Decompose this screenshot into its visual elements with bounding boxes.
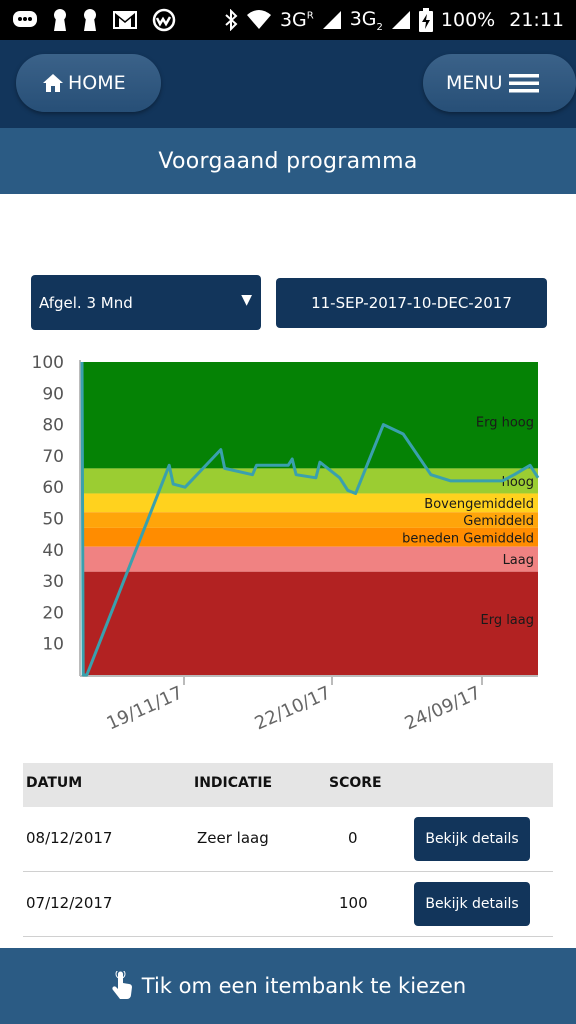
chat-icon <box>13 11 37 27</box>
x-tick-label: 24/09/17 <box>402 682 484 734</box>
col-header-score: SCORE <box>329 775 382 791</box>
x-tick-label: 19/11/17 <box>104 682 186 734</box>
table-row: 07/12/2017 100 Bekijk details <box>23 872 553 937</box>
band-bovengemiddeld <box>82 493 538 513</box>
y-tick-label: 20 <box>42 603 64 623</box>
network-type-2: 3G2 <box>349 7 383 33</box>
page-title: Voorgaand programma <box>158 148 418 174</box>
band-label: Laag <box>503 553 534 568</box>
wifi-icon <box>246 9 271 29</box>
filter-controls: Afgel. 3 Mnd ▼ 11-SEP-2017-10-DEC-2017 <box>0 275 576 331</box>
signal-icon <box>391 10 410 29</box>
col-header-indicatie: INDICATIE <box>194 775 273 791</box>
band-label: Erg hoog <box>476 416 534 431</box>
results-table: DATUM INDICATIE SCORE 08/12/2017 Zeer la… <box>23 763 553 937</box>
bluetooth-icon <box>225 8 238 31</box>
hamburger-icon <box>508 74 539 93</box>
table-header: DATUM INDICATIE SCORE <box>23 763 553 807</box>
menu-button[interactable]: MENU <box>423 54 576 112</box>
date-range-button[interactable]: 11-SEP-2017-10-DEC-2017 <box>276 278 547 328</box>
app-header: HOME MENU <box>0 40 576 128</box>
band-label: beneden Gemiddeld <box>402 531 534 546</box>
home-button[interactable]: HOME <box>16 54 161 112</box>
band-erg-hoog <box>82 362 538 469</box>
clock: 21:11 <box>509 8 564 31</box>
home-icon <box>43 74 63 92</box>
table-row: 08/12/2017 Zeer laag 0 Bekijk details <box>23 807 553 872</box>
home-label: HOME <box>68 72 126 94</box>
y-tick-label: 40 <box>42 541 64 561</box>
view-details-button[interactable]: Bekijk details <box>414 817 530 861</box>
tap-hand-icon <box>112 971 132 999</box>
y-tick-label: 80 <box>42 416 64 436</box>
band-label: Gemiddeld <box>463 514 534 529</box>
band-laag <box>82 546 538 572</box>
score-chart: Erg hoog hoog Bovengemiddeld Gemiddeld bened… <box>0 345 576 745</box>
band-label: Bovengemiddeld <box>424 497 534 512</box>
score-chart-svg: Erg hooghoogBovengemiddeldGemiddeldbened… <box>32 353 540 734</box>
app-icon <box>152 8 176 32</box>
status-bar: 3GR 3G2 100% 21:11 <box>0 0 576 40</box>
battery-percent: 100% <box>440 8 496 31</box>
view-details-button[interactable]: Bekijk details <box>414 882 530 926</box>
page-title-bar: Voorgaand programma <box>0 128 576 194</box>
band-gemiddeld <box>82 512 538 528</box>
row-datum: 07/12/2017 <box>26 894 113 912</box>
col-header-datum: DATUM <box>26 775 83 791</box>
gmail-icon <box>113 11 137 29</box>
y-tick-label: 60 <box>42 478 64 498</box>
row-score: 0 <box>348 829 358 847</box>
itembank-footer-button[interactable]: Tik om een itembank te kiezen <box>0 948 576 1024</box>
y-tick-label: 30 <box>42 572 64 592</box>
date-range-value: 11-SEP-2017-10-DEC-2017 <box>311 294 512 312</box>
footer-label: Tik om een itembank te kiezen <box>141 974 467 998</box>
dropdown-arrow-icon: ▼ <box>241 292 252 308</box>
keyhole-icon <box>84 9 96 31</box>
row-indicatie: Zeer laag <box>197 829 269 847</box>
system-status: 3GR 3G2 100% 21:11 <box>224 7 564 33</box>
band-beneden-gemiddeld <box>82 527 538 547</box>
y-tick-label: 90 <box>42 384 64 404</box>
row-score: 100 <box>339 894 368 912</box>
signal-icon <box>322 10 341 29</box>
row-datum: 08/12/2017 <box>26 829 113 847</box>
notification-icons <box>12 8 176 32</box>
keyhole-icon <box>54 9 66 31</box>
band-erg-laag <box>82 571 538 675</box>
network-type-1: 3GR <box>279 8 314 31</box>
score-series-line <box>80 361 540 677</box>
period-select-value: Afgel. 3 Mnd <box>39 293 133 312</box>
y-tick-label: 50 <box>42 510 64 530</box>
y-tick-label: 100 <box>32 353 64 373</box>
x-tick-label: 22/10/17 <box>252 682 334 734</box>
y-tick-label: 10 <box>42 635 64 655</box>
y-tick-label: 70 <box>42 447 64 467</box>
period-select[interactable]: Afgel. 3 Mnd ▼ <box>31 275 261 330</box>
menu-label: MENU <box>446 72 503 94</box>
band-label: Erg laag <box>480 613 534 628</box>
battery-charging-icon <box>418 7 433 32</box>
